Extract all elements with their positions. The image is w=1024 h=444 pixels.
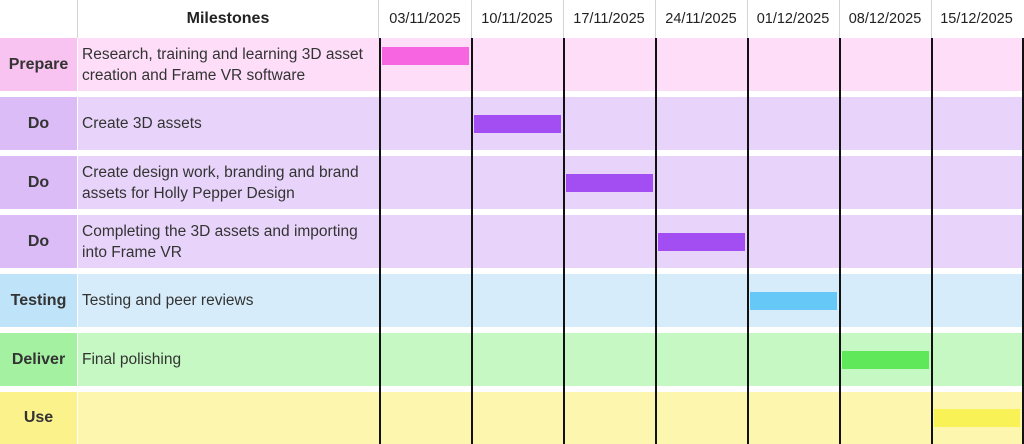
week-gridline: [839, 38, 841, 444]
header-separator: [839, 0, 840, 38]
row-background: [78, 274, 1024, 327]
gantt-bar: [382, 47, 469, 65]
header-separator: [378, 0, 379, 38]
gantt-bar: [474, 115, 561, 133]
gantt-bar: [934, 409, 1020, 427]
week-header: 03/11/2025: [389, 11, 461, 27]
task-label: Testing and peer reviews: [82, 292, 254, 309]
task-label: Create 3D assets: [82, 115, 202, 132]
header-separator: [77, 0, 78, 38]
header-separator: [563, 0, 564, 38]
gantt-bar: [658, 233, 745, 251]
phase-label: Do: [0, 215, 77, 268]
task-label: Completing the 3D assets and importing i…: [82, 222, 358, 261]
week-gridline: [563, 38, 565, 444]
week-gridline: [931, 38, 933, 444]
row-background: [78, 215, 1024, 268]
phase-label: Deliver: [0, 333, 77, 386]
week-header: 10/11/2025: [481, 11, 553, 27]
week-gridline: [655, 38, 657, 444]
gantt-bar: [750, 292, 837, 310]
task-label: Create design work, branding and brand a…: [82, 163, 359, 202]
week-header: 08/12/2025: [848, 11, 922, 27]
week-header: 01/12/2025: [756, 11, 830, 27]
milestones-header: Milestones: [186, 10, 270, 27]
task-label: Final polishing: [82, 351, 182, 368]
header-separator: [931, 0, 932, 38]
week-header: 17/11/2025: [573, 11, 645, 27]
phase-label: Do: [0, 156, 77, 209]
phase-label: Prepare: [0, 38, 77, 91]
phase-label: Use: [0, 392, 77, 444]
week-gridline: [1022, 38, 1024, 444]
row-background: [78, 156, 1024, 209]
gantt-bar: [566, 174, 653, 192]
week-header: 15/12/2025: [940, 11, 1013, 27]
task-label: [78, 392, 378, 444]
header-separator: [747, 0, 748, 38]
row-background: [78, 392, 1024, 444]
week-header: 24/11/2025: [665, 11, 737, 27]
row-background: [78, 38, 1024, 91]
week-gridline: [379, 38, 381, 444]
gantt-bar: [842, 351, 929, 369]
phase-label: Do: [0, 97, 77, 150]
header-separator: [655, 0, 656, 38]
week-gridline: [747, 38, 749, 444]
task-label: Research, training and learning 3D asset…: [82, 45, 363, 84]
week-gridline: [471, 38, 473, 444]
phase-label: Testing: [0, 274, 77, 327]
header-separator: [471, 0, 472, 38]
